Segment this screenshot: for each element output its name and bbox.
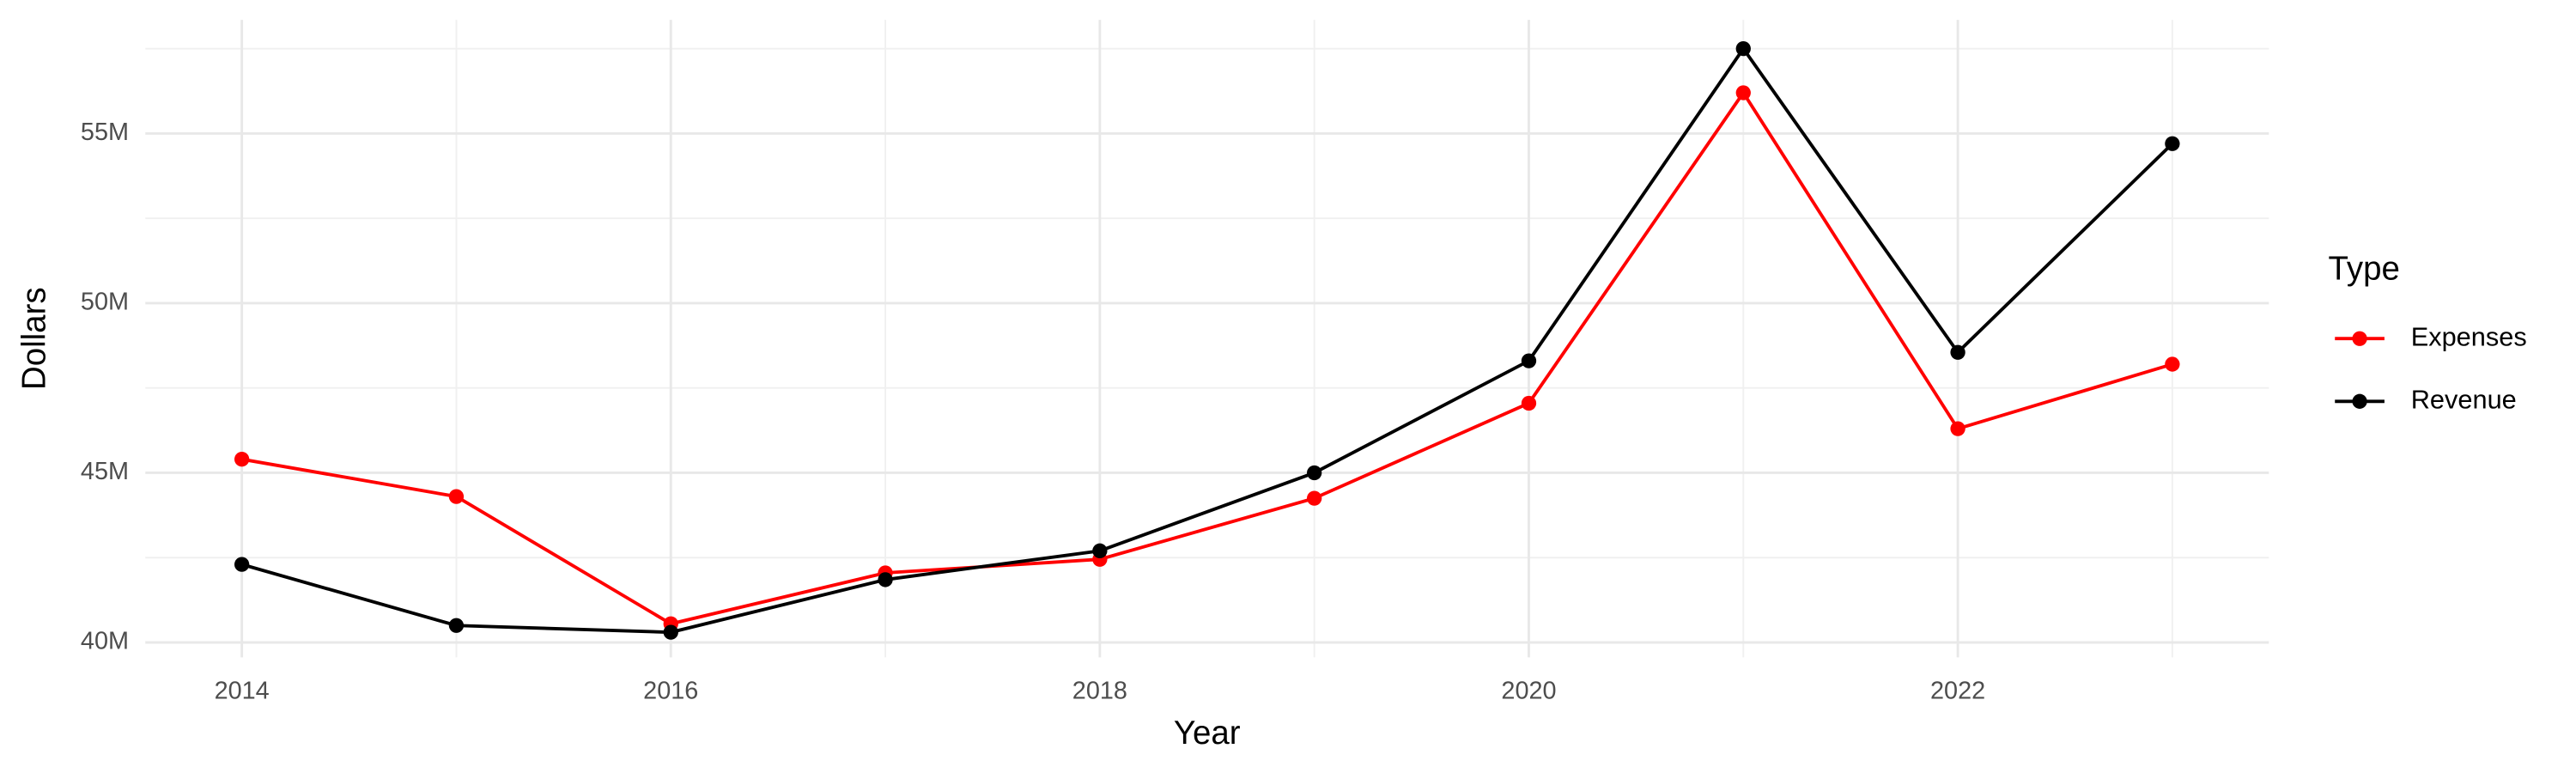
x-tick-label: 2016	[643, 677, 698, 704]
data-point	[1307, 465, 1322, 481]
data-point	[2165, 136, 2180, 151]
data-point	[1950, 344, 1965, 360]
series-line	[241, 89, 2173, 626]
y-tick-label: 45M	[81, 458, 129, 485]
y-tick-label: 55M	[81, 119, 129, 146]
data-point	[1521, 353, 1537, 368]
data-point	[234, 557, 250, 572]
data-point	[1950, 421, 1965, 436]
data-point	[2165, 356, 2180, 372]
legend-label: Expenses	[2411, 321, 2527, 351]
x-axis-title: Year	[1174, 715, 1241, 752]
data-point	[878, 572, 893, 587]
data-point	[1092, 543, 1108, 558]
y-tick-label: 50M	[81, 289, 129, 316]
data-point	[448, 618, 465, 633]
y-axis-title: Dollars	[15, 287, 52, 390]
data-point	[1735, 41, 1751, 57]
legend-key-point	[2352, 393, 2367, 409]
x-tick-label: 2022	[1930, 677, 1985, 704]
series-line	[241, 46, 2174, 635]
data-point	[234, 452, 250, 467]
data-point	[448, 489, 465, 504]
data-point	[1521, 395, 1537, 411]
legend-title: Type	[2329, 251, 2400, 288]
x-tick-label: 2018	[1072, 677, 1127, 704]
data-point	[1735, 85, 1751, 100]
data-point	[1307, 490, 1322, 506]
y-tick-label: 40M	[81, 628, 129, 655]
legend-key-point	[2352, 331, 2367, 346]
x-tick-label: 2020	[1501, 677, 1556, 704]
legend-label: Revenue	[2411, 384, 2517, 414]
data-point	[663, 624, 678, 640]
x-tick-label: 2014	[215, 677, 270, 704]
